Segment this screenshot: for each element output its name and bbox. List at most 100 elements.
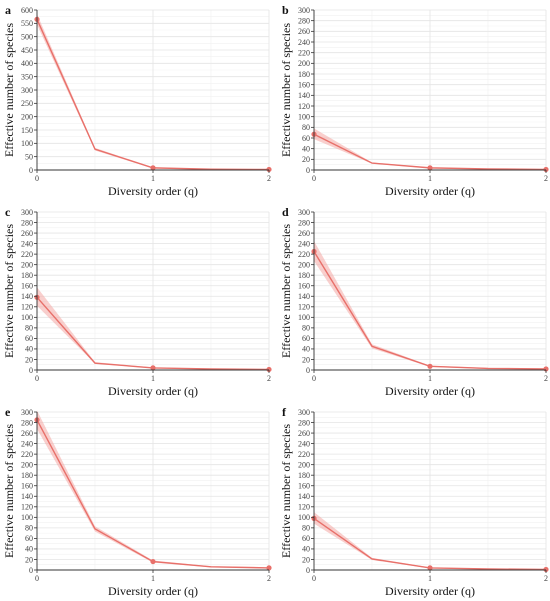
panel-d: 0204060801001201401601802002202402602803… [279,205,549,398]
y-tick-label: 0 [29,366,33,375]
panel-b: 0204060801001201401601802002202402602803… [279,3,549,198]
y-tick-label: 260 [298,229,310,238]
y-tick-label: 100 [298,112,310,121]
y-axis-title: Effective number of species [2,23,16,157]
data-point [266,166,272,173]
y-tick-label: 260 [298,27,310,36]
x-tick-label: 0 [312,174,316,183]
y-tick-label: 400 [21,59,33,68]
y-tick-label: 60 [25,534,33,543]
y-tick-label: 40 [25,345,33,354]
y-tick-label: 240 [21,439,33,448]
y-tick-label: 260 [298,429,310,438]
y-tick-label: 80 [25,524,33,533]
y-tick-label: 150 [21,126,33,135]
y-tick-label: 350 [21,72,33,81]
data-point [543,166,549,173]
y-tick-label: 200 [298,59,310,68]
x-tick-label: 2 [544,174,548,183]
data-point [427,363,433,369]
y-tick-label: 20 [302,555,310,564]
y-axis-title: Effective number of species [2,224,16,358]
y-tick-label: 80 [302,123,310,132]
y-tick-label: 550 [21,19,33,28]
y-axis-title: Effective number of species [279,424,293,558]
y-tick-label: 40 [25,545,33,554]
data-point [150,365,156,371]
x-axis-title: Diversity order (q) [385,584,475,598]
y-tick-label: 500 [21,32,33,41]
y-tick-label: 100 [21,139,33,148]
x-tick-label: 2 [267,174,271,183]
data-point [150,558,156,565]
y-tick-label: 80 [25,324,33,333]
y-tick-label: 220 [298,450,310,459]
y-tick-label: 160 [298,482,310,491]
y-tick-label: 100 [298,313,310,322]
x-axis-title: Diversity order (q) [108,184,198,198]
y-tick-label: 20 [25,355,33,364]
y-tick-label: 200 [21,260,33,269]
x-tick-label: 1 [428,574,432,583]
data-point [266,565,272,571]
y-axis-title: Effective number of species [2,424,16,558]
y-tick-label: 300 [298,6,310,15]
y-tick-label: 160 [21,482,33,491]
x-tick-label: 2 [544,574,548,583]
y-tick-label: 240 [298,439,310,448]
y-tick-label: 20 [302,355,310,364]
panel-label: e [5,405,11,419]
y-tick-label: 60 [302,334,310,343]
x-axis-title: Diversity order (q) [385,384,475,398]
y-tick-label: 140 [21,292,33,301]
y-tick-label: 20 [25,555,33,564]
y-tick-label: 140 [298,492,310,501]
x-tick-label: 0 [312,374,316,383]
y-tick-label: 220 [298,250,310,259]
y-tick-label: 160 [21,282,33,291]
x-axis-title: Diversity order (q) [108,584,198,598]
y-axis-title: Effective number of species [279,23,293,157]
y-tick-label: 220 [21,450,33,459]
x-tick-label: 0 [35,174,39,183]
y-tick-label: 450 [21,46,33,55]
x-axis-title: Diversity order (q) [108,384,198,398]
y-tick-label: 180 [298,70,310,79]
x-tick-label: 1 [151,574,155,583]
y-tick-label: 80 [302,324,310,333]
y-tick-label: 280 [21,418,33,427]
y-tick-label: 120 [298,503,310,512]
data-point [266,366,272,373]
x-axis-title: Diversity order (q) [385,184,475,198]
x-tick-label: 1 [151,174,155,183]
y-tick-label: 260 [21,429,33,438]
y-tick-label: 200 [21,460,33,469]
y-tick-label: 300 [21,86,33,95]
y-tick-label: 220 [298,48,310,57]
data-point [543,566,549,573]
y-tick-label: 0 [306,566,310,575]
y-tick-label: 200 [298,460,310,469]
panel-label: b [282,3,289,17]
y-tick-label: 240 [298,239,310,248]
y-tick-label: 60 [25,334,33,343]
panel-label: c [5,205,11,219]
y-tick-label: 300 [21,408,33,417]
y-tick-label: 140 [21,492,33,501]
y-tick-label: 250 [21,99,33,108]
y-tick-label: 60 [302,134,310,143]
data-point [427,565,433,571]
panel-e: 0204060801001201401601802002202402602803… [2,405,272,598]
y-tick-label: 280 [298,218,310,227]
y-tick-label: 100 [298,513,310,522]
x-tick-label: 2 [544,374,548,383]
y-tick-label: 40 [302,144,310,153]
panel-label: f [282,405,287,419]
y-tick-label: 180 [298,271,310,280]
x-tick-label: 1 [428,174,432,183]
y-tick-label: 100 [21,513,33,522]
y-tick-label: 0 [306,166,310,175]
y-tick-label: 0 [29,566,33,575]
y-tick-label: 240 [21,239,33,248]
y-tick-label: 120 [21,303,33,312]
